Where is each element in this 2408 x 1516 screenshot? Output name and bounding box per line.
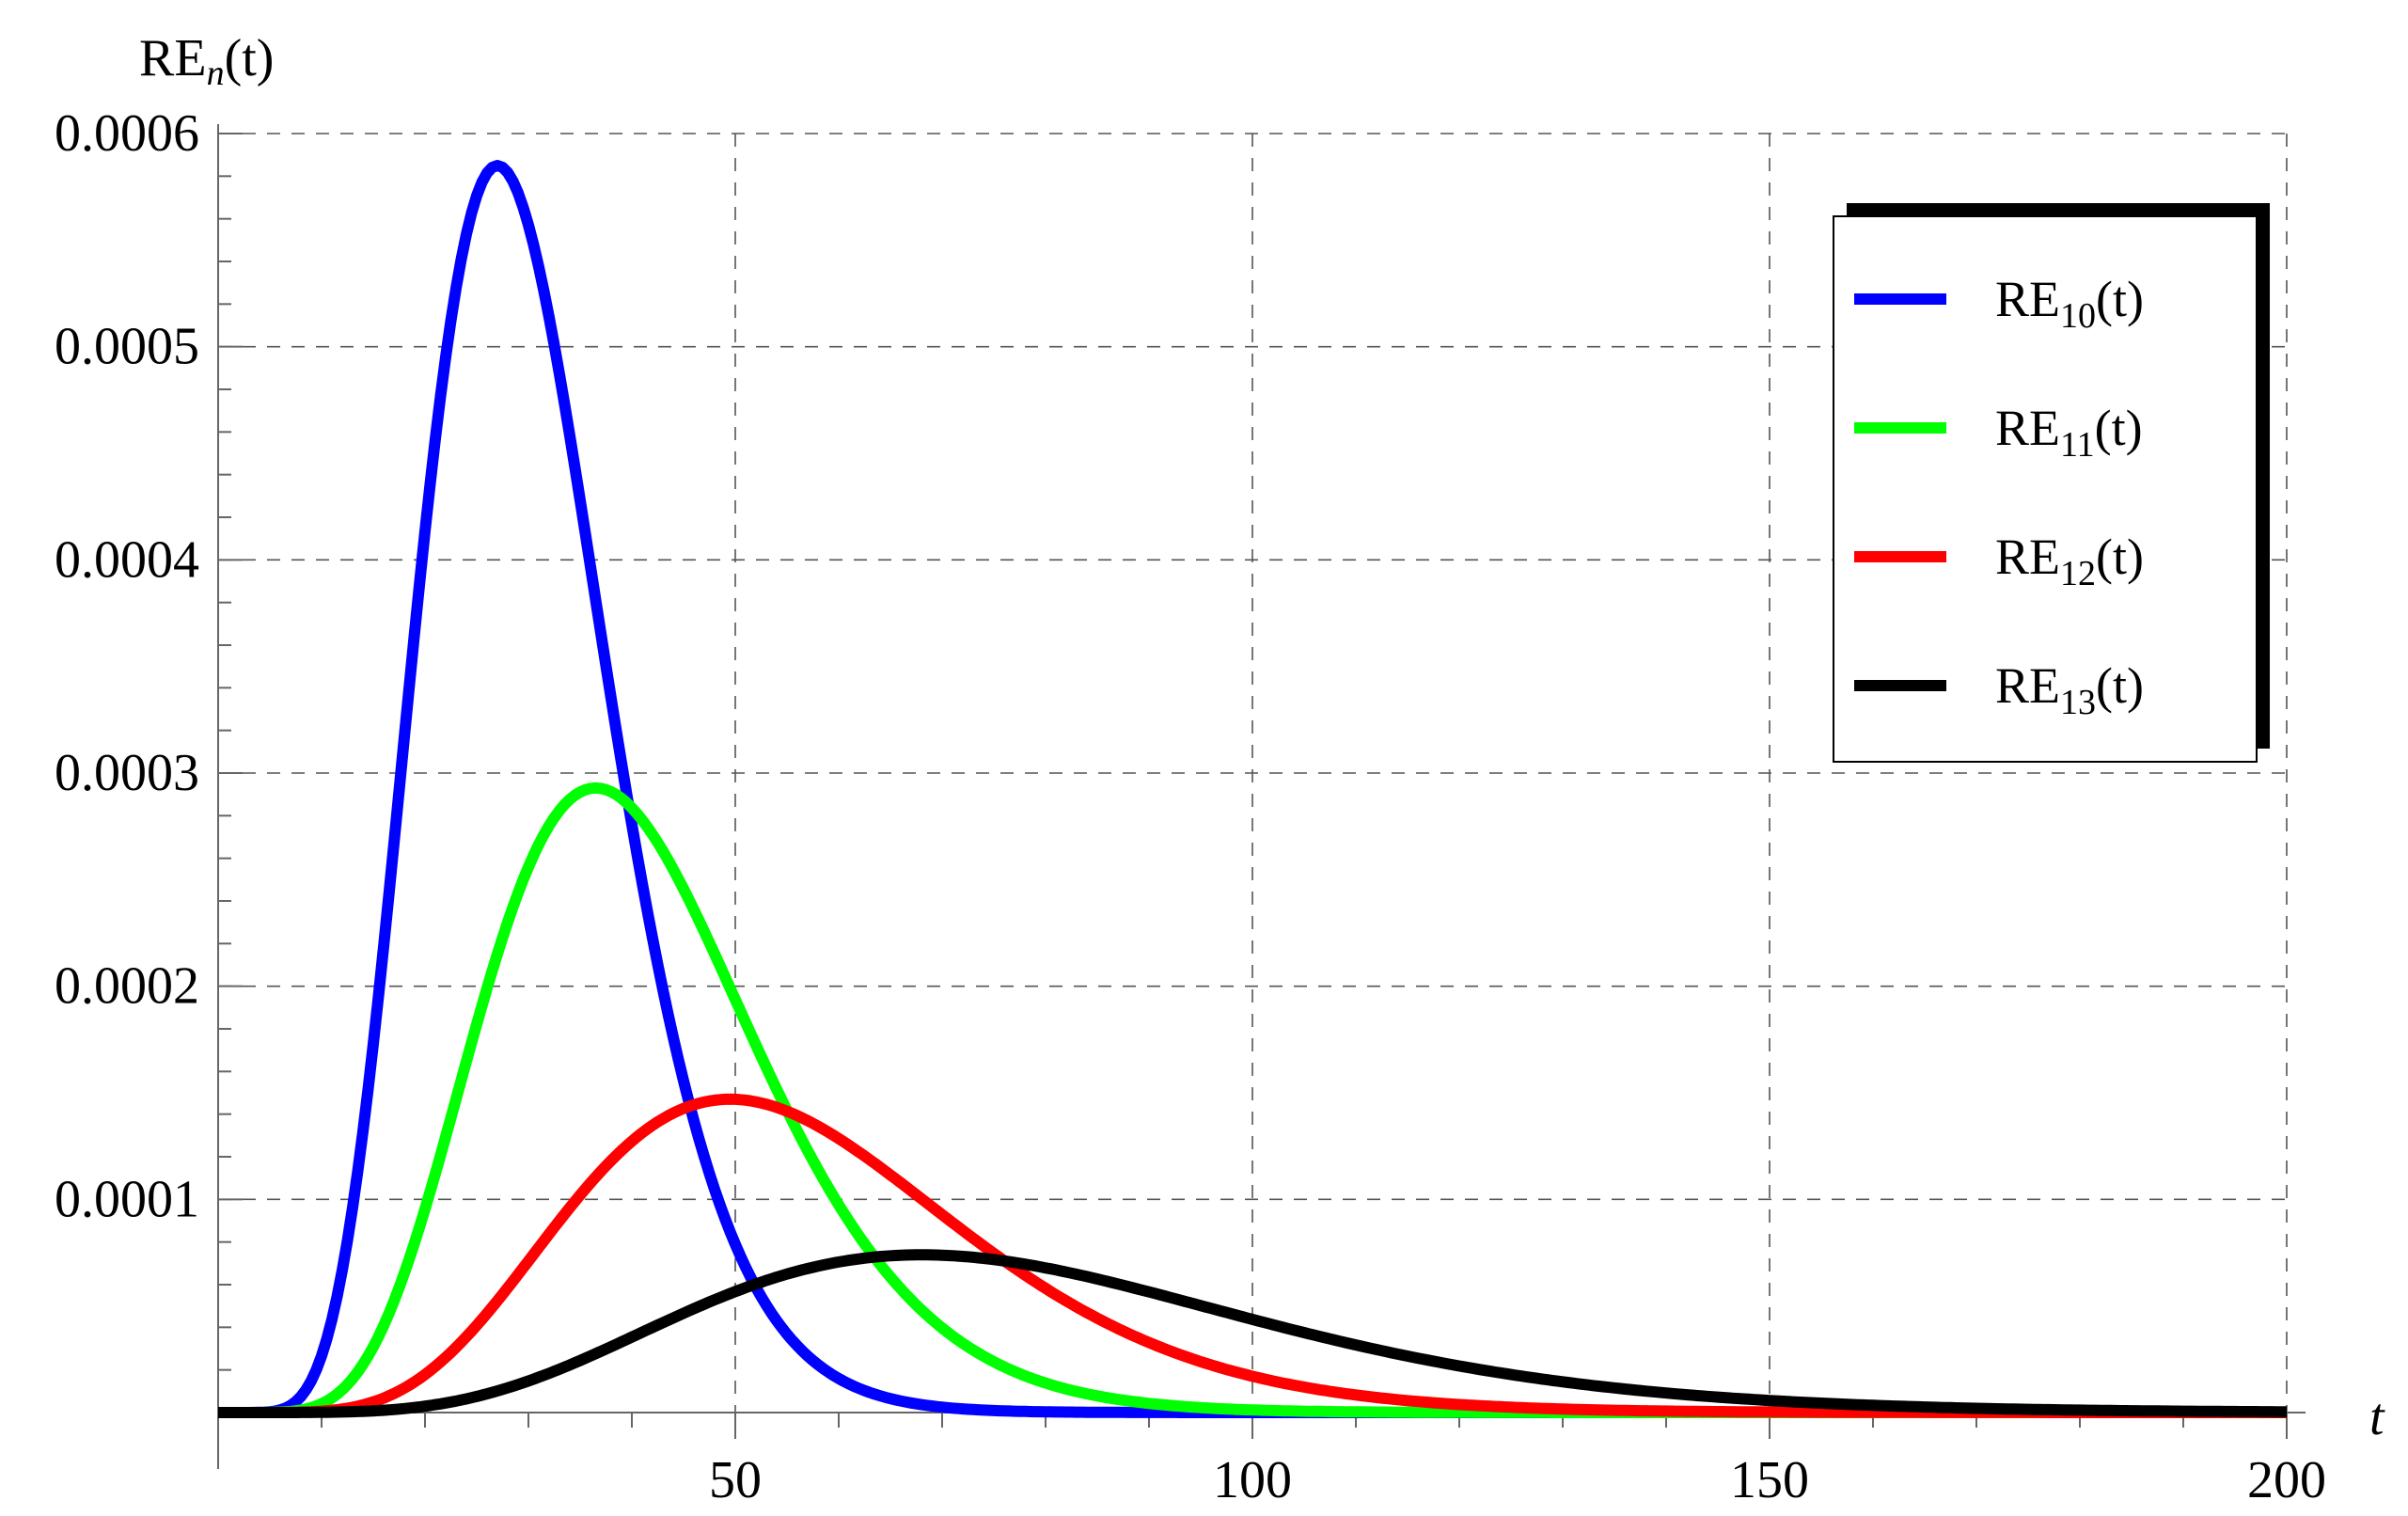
- x-tick-label-1: 100: [1213, 1451, 1292, 1509]
- y-axis-label-suffix: (t): [225, 29, 275, 87]
- x-tick-label-0: 50: [709, 1451, 762, 1509]
- y-tick-label-3: 0.0004: [55, 530, 199, 589]
- legend-box: [1833, 215, 2258, 763]
- ticks: 50 100 150 200 0.0001 0.0002 0.0003 0.0004 0.000…: [55, 104, 2326, 1509]
- legend-label-12: RE12(t): [1995, 529, 2144, 593]
- y-axis-label-sub: n: [207, 54, 225, 93]
- y-axis-label-base: RE: [139, 29, 207, 87]
- series-line-13: [217, 1249, 2288, 1418]
- legend-label-11: RE11(t): [1995, 400, 2143, 465]
- legend-label-10: RE10(t): [1995, 271, 2144, 336]
- series-lines: [217, 160, 2288, 1418]
- x-axis-label: t: [2369, 1388, 2385, 1446]
- y-tick-label-4: 0.0005: [55, 318, 199, 376]
- y-axis-label: REn(t): [139, 29, 274, 93]
- y-tick-label-5: 0.0006: [55, 104, 199, 163]
- x-tick-label-3: 200: [2247, 1451, 2326, 1509]
- y-tick-label-1: 0.0002: [55, 957, 199, 1016]
- legend-label-13: RE13(t): [1995, 657, 2144, 722]
- y-tick-label-0: 0.0001: [55, 1170, 199, 1228]
- x-tick-label-2: 150: [1730, 1451, 1809, 1509]
- y-tick-label-2: 0.0003: [55, 744, 199, 802]
- legend: RE10(t) RE11(t) RE12(t) RE13(t): [1833, 203, 2270, 763]
